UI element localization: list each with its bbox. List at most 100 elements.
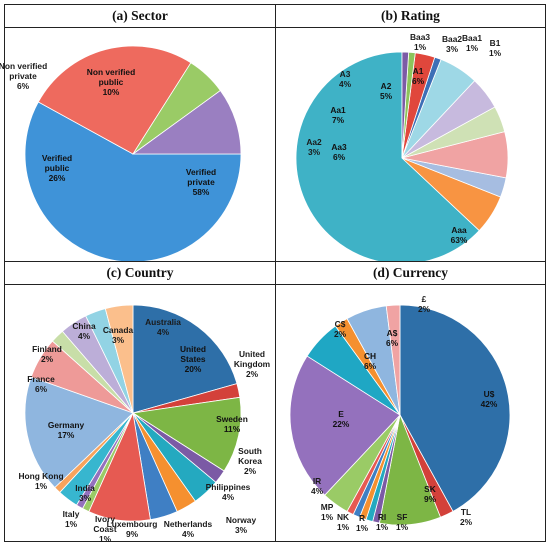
slice-label-ri: RI 1% [376, 512, 389, 532]
rating-chart-title: (b) Rating [276, 5, 545, 28]
slice-percent-china: 4% [78, 331, 91, 341]
slice-label-france: France 6% [27, 374, 55, 394]
pie-slice-pound [385, 304, 401, 416]
slice-label-a3: A3 4% [339, 69, 352, 89]
slice-label-united-states: United States 20% [180, 344, 206, 374]
slice-percent-netherlands: 4% [182, 529, 195, 539]
slice-percent-india: 3% [79, 493, 92, 503]
country-chart-title: (c) Country [5, 262, 275, 285]
slice-label-luxembourg: Luxembourg 9% [107, 519, 158, 539]
rating-chart-panel: (b) Rating Aaa 63% Aa3 6% Aa2 3% Aa1 7% A3 4% A2 5%… [275, 4, 546, 265]
pie-slice-verified-private [24, 101, 242, 263]
slice-label-nk: NK 1% [337, 512, 350, 532]
pie-slice-e [289, 355, 401, 496]
slice-label-india: India 3% [75, 483, 95, 503]
pie-slice-united-states [132, 304, 238, 414]
slice-label-united-kingdom: United Kingdom 2% [234, 349, 270, 379]
sector-chart-panel: (a) Sector Verified private 58% Verified pub… [0, 4, 276, 263]
slice-percent-a1: 6% [412, 76, 425, 86]
slice-label-sweden: Sweden 11% [216, 414, 248, 434]
slice-label-baa1: Baa1 1% [462, 33, 482, 53]
slice-percent-b1: 1% [489, 48, 502, 58]
slice-label-udollar: U$ 42% [481, 389, 498, 409]
slice-percent-udollar: 42% [481, 399, 498, 409]
currency-pie: U$ 42% TL 2% SK 9% SF 1% RI 1% R 1% NK 1%MP 1% IR 4% E 22%… [289, 294, 511, 533]
slice-label-china: China 4% [72, 321, 96, 341]
slice-label-non-verified-private: Non verified private 6% [0, 61, 47, 91]
country-pie: United States 20% United Kingdom 2% Sweden 11% S… [18, 304, 270, 544]
slice-percent-adollar: 6% [386, 338, 399, 348]
sector-chart-title: (a) Sector [5, 5, 275, 28]
slice-percent-aa1: 7% [332, 115, 345, 125]
pie-slice-aaa [295, 51, 480, 265]
slice-label-aa2: Aa2 3% [306, 137, 322, 157]
slice-label-aaa: Aaa 63% [451, 225, 468, 245]
slice-label-tl: TL 2% [460, 507, 473, 527]
currency-chart-panel: (d) Currency U$ 42% TL 2% SK 9% SF 1% RI 1% R 1% NK 1… [275, 261, 546, 542]
pie-slice-non-verified-public [131, 89, 242, 155]
slice-label-baa2: Baa2 3% [442, 34, 462, 54]
slice-label-ch: CH 6% [364, 351, 377, 371]
slice-percent-germany: 17% [58, 430, 75, 440]
slice-percent-a3: 4% [339, 79, 352, 89]
slice-percent-united-states: 20% [185, 364, 202, 374]
currency-chart-title: (d) Currency [276, 262, 545, 285]
pie-slice-b1 [401, 51, 410, 159]
slice-label-non-verified-public: Non verified public 10% [87, 67, 135, 97]
pie-slice-germany [24, 376, 134, 489]
slice-percent-south-korea: 2% [244, 466, 257, 476]
slice-label-cdollar: C$ 2% [334, 319, 347, 339]
slice-percent-united-kingdom: 2% [246, 369, 259, 379]
slice-percent-verified-private: 58% [193, 187, 210, 197]
slice-label-a1: A1 6% [412, 66, 425, 86]
slice-label-philippines: Philippines 4% [206, 482, 251, 502]
slice-percent-non-verified-public: 10% [103, 87, 120, 97]
slice-percent-baa2: 3% [446, 44, 459, 54]
slice-percent-luxembourg: 9% [126, 529, 139, 539]
slice-percent-ir: 4% [311, 486, 324, 496]
slice-percent-e: 22% [333, 419, 350, 429]
slice-percent-ivory-coast: 1% [99, 534, 112, 544]
slice-label-b1: B1 1% [489, 38, 502, 58]
slice-percent-aa2: 3% [308, 147, 321, 157]
slice-percent-finland: 2% [41, 354, 54, 364]
slice-percent-aaa: 63% [451, 235, 468, 245]
slice-percent-cdollar: 2% [334, 329, 347, 339]
slice-label-norway: Norway 3% [226, 515, 257, 535]
slice-label-australia: Australia 4% [145, 317, 181, 337]
slice-percent-sf: 1% [396, 522, 409, 532]
rating-pie: Aaa 63% Aa3 6% Aa2 3% Aa1 7% A3 4% A2 5% A1 6% Baa3 1% B… [295, 32, 509, 265]
slice-percent-pound: 2% [418, 304, 431, 314]
slice-label-r: R 1% [356, 513, 369, 533]
slice-label-verified-private: Verified private 58% [186, 167, 216, 197]
slice-percent-sweden: 11% [224, 424, 241, 434]
slice-label-sk: SK 9% [424, 484, 437, 504]
slice-percent-nk: 1% [337, 522, 350, 532]
slice-label-germany: Germany 17% [48, 420, 85, 440]
slice-percent-italy: 1% [65, 519, 78, 529]
pie-slice-australia [104, 304, 134, 414]
slice-percent-france: 6% [35, 384, 48, 394]
slice-percent-tl: 2% [460, 517, 473, 527]
country-chart-panel: (c) Country United States 20% United Kingdom… [4, 261, 276, 544]
slice-percent-philippines: 4% [222, 492, 235, 502]
slice-label-adollar: A$ 6% [386, 328, 399, 348]
slice-label-baa3: Baa3 1% [410, 32, 430, 52]
slice-label-mp: MP 1% [321, 502, 334, 522]
slice-percent-canada: 3% [112, 335, 125, 345]
slice-percent-aa3: 6% [333, 152, 346, 162]
sector-pie: Verified private 58% Verified public 26% Non v… [0, 45, 242, 263]
slice-percent-hong-kong: 1% [35, 481, 48, 491]
pie-slice-sweden [131, 396, 242, 472]
slice-percent-baa3: 1% [414, 42, 427, 52]
slice-label-aa1: Aa1 7% [330, 105, 346, 125]
pie-slice-udollar [399, 304, 511, 512]
slice-label-netherlands: Netherlands 4% [164, 519, 213, 539]
slice-label-canada: Canada 3% [103, 325, 134, 345]
slice-percent-ch: 6% [364, 361, 377, 371]
slice-percent-a2: 5% [380, 91, 393, 101]
slice-label-pound: £2% [418, 294, 431, 314]
slice-percent-australia: 4% [157, 327, 170, 337]
slice-label-ir: IR 4% [311, 476, 324, 496]
slice-percent-non-verified-private: 6% [17, 81, 30, 91]
